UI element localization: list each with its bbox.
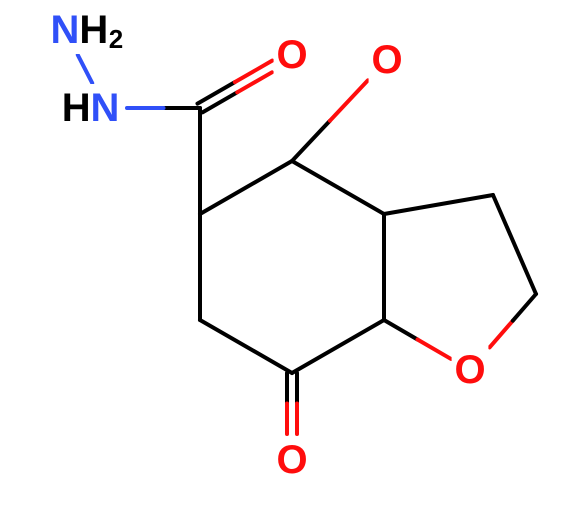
atom-n14-label: H <box>62 86 91 130</box>
atom-o7-label: O <box>276 438 307 482</box>
atom-o11-label: O <box>371 38 402 82</box>
atom-n15-label: N <box>51 8 80 52</box>
atom-o8-label: O <box>454 348 485 392</box>
atom-o13-label: O <box>276 33 307 77</box>
atom-n15-label: 2 <box>109 24 123 54</box>
atoms-group: OOOOHNNH2 <box>45 6 488 484</box>
atom-n14-label: N <box>91 86 120 130</box>
atom-n15-label: H <box>79 8 108 52</box>
molecule-svg: OOOOHNNH2 <box>0 0 567 509</box>
